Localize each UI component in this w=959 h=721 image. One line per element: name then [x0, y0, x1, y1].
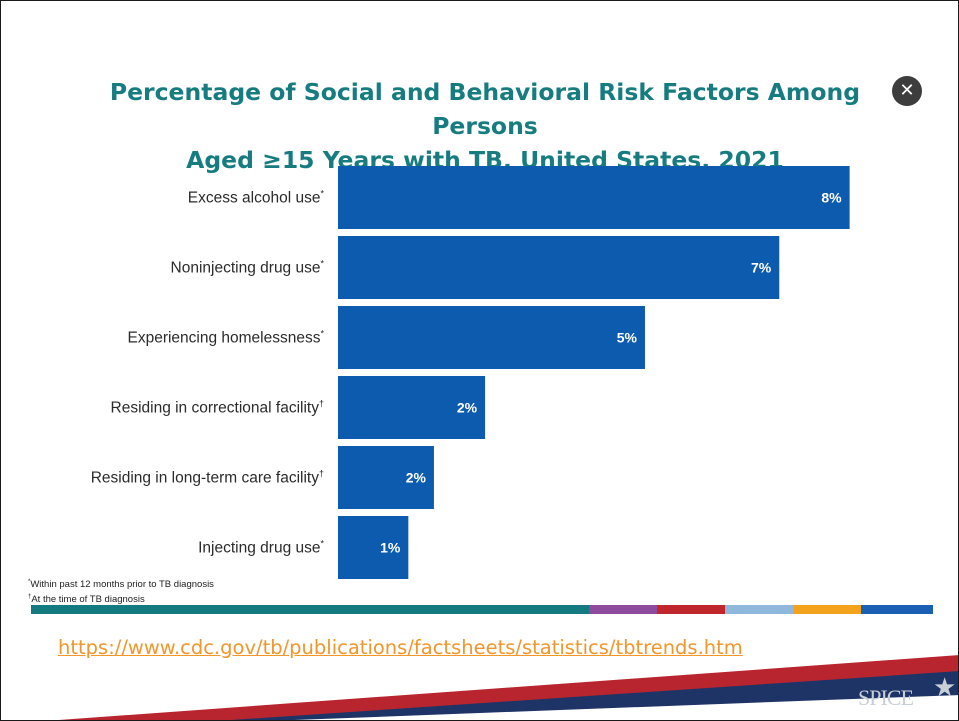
category-label: Noninjecting drug use* [171, 259, 325, 277]
title-line-1: Percentage of Social and Behavioral Risk… [109, 78, 861, 140]
bar [338, 306, 645, 369]
data-label: 2% [457, 400, 478, 416]
close-icon[interactable]: ✕ [892, 76, 922, 106]
category-label: Injecting drug use* [198, 539, 324, 557]
stripe-segment [657, 605, 725, 614]
data-label: 5% [617, 330, 638, 346]
bar [338, 446, 434, 509]
bar [338, 516, 409, 579]
footnotes: *Within past 12 months prior to TB diagn… [28, 576, 214, 606]
data-label: 8% [821, 190, 842, 206]
star-icon: ★ [933, 672, 957, 702]
stripe-segment [725, 605, 793, 614]
spice-logo: SPICE [858, 685, 914, 710]
decorative-swoosh [58, 655, 958, 720]
bar [338, 166, 850, 229]
bar [338, 236, 780, 299]
footnote-2: †At the time of TB diagnosis [28, 594, 145, 606]
stripe-segment [31, 605, 589, 614]
category-label: Residing in long-term care facility† [91, 469, 324, 487]
stripe-segment [861, 605, 933, 614]
footnote-1: *Within past 12 months prior to TB diagn… [28, 579, 214, 591]
category-label: Experiencing homelessness* [127, 329, 324, 347]
category-label: Excess alcohol use* [188, 189, 325, 207]
data-label: 1% [380, 540, 401, 556]
bar [338, 376, 486, 439]
stripe-segment [793, 605, 861, 614]
category-label: Residing in correctional facility† [111, 399, 325, 417]
color-stripe-divider [31, 605, 933, 614]
data-label: 2% [406, 470, 427, 486]
risk-factor-bar-chart: Excess alcohol use* 8% Noninjecting drug u… [91, 166, 850, 579]
stripe-segment [589, 605, 657, 614]
data-label: 7% [751, 260, 772, 276]
source-link[interactable]: https://www.cdc.gov/tb/publications/fact… [58, 636, 743, 659]
